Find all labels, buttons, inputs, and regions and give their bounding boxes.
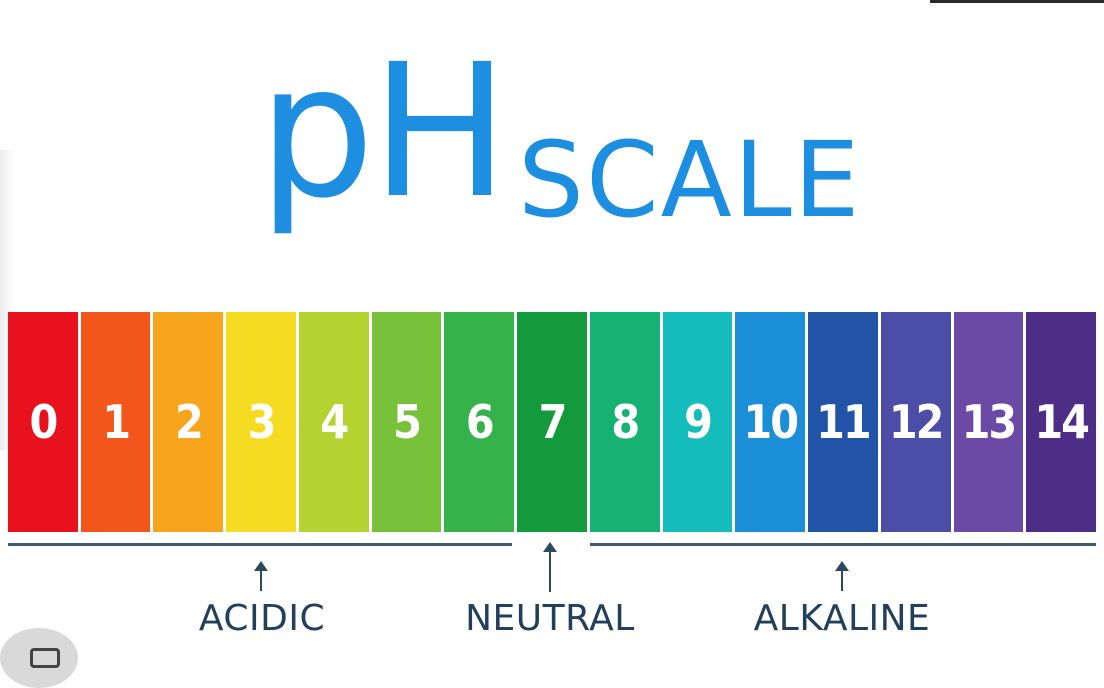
ph-scale-bar: 0 1 2 3 4 5 6 7 8 9 10 11 12 13 14 [8,312,1097,532]
ph-cell-4: 4 [298,312,369,532]
ph-cell-8: 8 [589,312,660,532]
title-scale: SCALE [518,119,862,241]
ph-cell-11: 11 [808,312,878,532]
title-ph: pH [258,25,509,239]
neutral-label: NEUTRAL [465,598,635,639]
alkaline-label: ALKALINE [753,598,931,639]
ph-cell-2: 2 [153,312,224,532]
ph-cell-0: 0 [8,312,78,532]
image-icon [30,648,60,668]
ph-cell-12: 12 [880,312,951,532]
acidic-arrow-icon [254,561,268,591]
top-edge-rule [930,0,1104,3]
ph-cell-1: 1 [80,312,151,532]
acidic-label: ACIDIC [198,598,326,639]
title-block: pH SCALE [0,0,1104,300]
ph-cell-6: 6 [444,312,515,532]
ph-cell-5: 5 [371,312,442,532]
ph-cell-7: 7 [517,312,587,532]
ph-cell-9: 9 [662,312,733,532]
ph-cell-10: 10 [735,312,806,532]
ph-cell-14: 14 [1026,312,1097,532]
alkaline-arrow-icon [835,561,849,591]
ph-cell-13: 13 [953,312,1024,532]
acidic-range-rule [8,543,512,546]
neutral-arrow-icon [543,542,557,592]
ph-cell-3: 3 [226,312,296,532]
alkaline-range-rule [590,543,1096,546]
